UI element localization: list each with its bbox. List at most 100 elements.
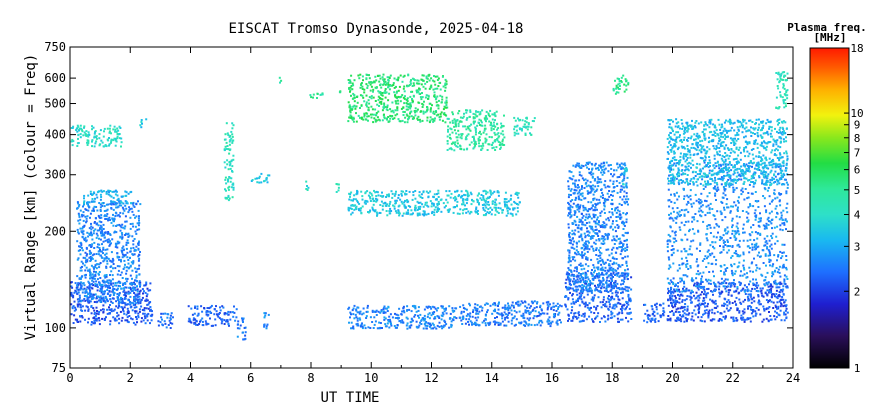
echo-mark xyxy=(118,215,121,218)
echo-mark xyxy=(431,322,434,325)
echo-mark xyxy=(623,221,626,224)
echo-mark xyxy=(736,199,739,202)
echo-mark xyxy=(677,311,680,314)
echo-mark xyxy=(743,290,746,293)
echo-mark xyxy=(103,259,106,262)
echo-mark xyxy=(363,324,366,327)
echo-mark xyxy=(768,239,771,242)
echo-mark xyxy=(650,320,652,323)
echo-mark xyxy=(430,327,433,330)
echo-mark xyxy=(104,239,107,242)
echo-mark xyxy=(430,205,433,208)
echo-mark xyxy=(613,237,616,240)
echo-mark xyxy=(785,190,788,193)
echo-mark xyxy=(99,193,102,196)
echo-mark xyxy=(588,168,590,171)
echo-mark xyxy=(579,262,582,265)
echo-mark xyxy=(748,299,751,302)
echo-mark xyxy=(387,320,390,323)
echo-mark xyxy=(107,257,110,260)
echo-mark xyxy=(123,287,125,290)
echo-mark xyxy=(419,208,421,210)
echo-mark xyxy=(213,313,216,316)
echo-mark xyxy=(589,181,592,184)
echo-mark xyxy=(127,321,130,324)
echo-mark xyxy=(444,308,447,311)
echo-mark xyxy=(607,285,610,288)
echo-mark xyxy=(600,166,603,169)
echo-mark xyxy=(576,164,579,167)
echo-mark xyxy=(615,305,618,308)
echo-mark xyxy=(616,206,619,209)
echo-mark xyxy=(87,321,89,324)
echo-mark xyxy=(474,303,477,306)
echo-mark xyxy=(774,170,777,173)
echo-mark xyxy=(617,225,620,228)
echo-mark xyxy=(725,169,728,171)
echo-mark xyxy=(705,205,708,208)
echo-mark xyxy=(378,321,381,324)
echo-mark xyxy=(620,204,623,206)
echo-mark xyxy=(85,220,88,223)
echo-mark xyxy=(507,302,509,305)
echo-mark xyxy=(521,301,524,304)
echo-mark xyxy=(567,196,570,199)
echo-mark xyxy=(584,178,587,181)
echo-mark xyxy=(604,197,606,200)
echo-mark xyxy=(131,309,134,312)
echo-mark xyxy=(615,247,618,250)
echo-mark xyxy=(674,303,677,305)
echo-mark xyxy=(400,313,403,316)
echo-mark xyxy=(440,318,443,321)
echo-mark xyxy=(585,257,588,260)
echo-mark xyxy=(507,200,510,203)
echo-mark xyxy=(586,257,589,260)
echo-mark xyxy=(92,191,95,194)
echo-mark xyxy=(620,292,622,294)
echo-mark xyxy=(622,274,625,277)
echo-mark xyxy=(118,317,121,320)
echo-mark xyxy=(552,315,555,318)
echo-mark xyxy=(94,273,97,276)
echo-mark xyxy=(221,320,224,323)
echo-mark xyxy=(373,189,375,192)
echo-mark xyxy=(72,305,75,308)
echo-mark xyxy=(574,196,577,199)
echo-mark xyxy=(103,257,106,260)
echo-mark xyxy=(749,203,751,206)
echo-mark xyxy=(504,316,507,319)
echo-mark xyxy=(753,167,756,170)
echo-mark xyxy=(692,319,695,322)
echo-mark xyxy=(749,270,752,273)
echo-mark xyxy=(768,288,771,291)
echo-mark xyxy=(740,178,743,181)
echo-mark xyxy=(90,225,93,228)
echo-mark xyxy=(626,264,628,267)
echo-mark xyxy=(112,316,115,319)
echo-mark xyxy=(575,270,578,273)
echo-mark xyxy=(726,251,729,254)
echo-mark xyxy=(743,268,746,271)
echo-mark xyxy=(606,235,609,238)
echo-mark xyxy=(611,203,614,206)
echo-mark xyxy=(169,327,172,329)
echo-mark xyxy=(104,248,107,251)
echo-mark xyxy=(91,226,94,229)
echo-mark xyxy=(672,262,675,265)
echo-mark xyxy=(602,303,605,306)
echo-mark xyxy=(385,204,388,207)
echo-mark xyxy=(618,163,621,166)
echo-mark xyxy=(751,261,754,264)
echo-mark xyxy=(486,311,488,314)
echo-mark xyxy=(135,276,138,279)
echo-mark xyxy=(718,225,720,228)
echo-mark xyxy=(80,281,83,284)
echo-mark xyxy=(484,200,487,202)
echo-mark xyxy=(90,321,93,323)
echo-mark xyxy=(611,263,614,266)
echo-mark xyxy=(567,226,570,229)
echo-mark xyxy=(617,226,620,229)
echo-mark xyxy=(672,281,675,284)
echo-mark xyxy=(131,277,133,280)
echo-mark xyxy=(122,282,125,285)
